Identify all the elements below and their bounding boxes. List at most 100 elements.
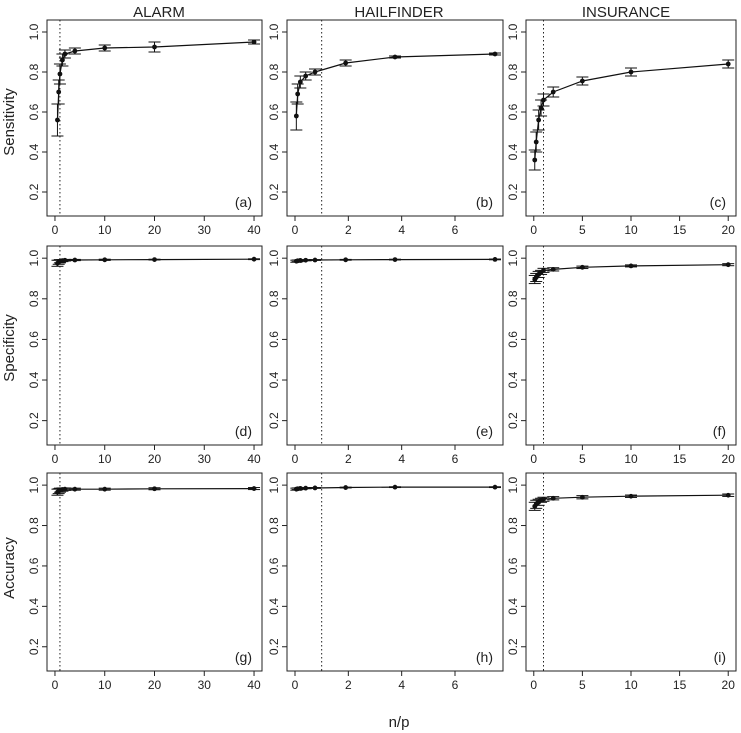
- x-tick-label: 40: [247, 678, 261, 692]
- y-tick-label: 0.2: [27, 638, 41, 655]
- data-point: [492, 257, 498, 262]
- data-point: [541, 496, 546, 502]
- data-point: [579, 264, 585, 270]
- data-point: [297, 79, 303, 85]
- panel-a: 0.2 0.4 0.6 0.8 1.0 0 10 20 30 40 (a): [27, 19, 263, 237]
- data-point: [72, 486, 78, 492]
- data-point: [550, 495, 556, 501]
- data-point: [725, 492, 731, 498]
- y-tick-label: 0.2: [506, 183, 520, 200]
- panel-label: (a): [235, 194, 252, 210]
- data-point: [312, 69, 318, 75]
- y-tick-label: 0.2: [267, 638, 281, 655]
- x-tick-label: 10: [98, 452, 112, 466]
- data-point: [312, 485, 318, 491]
- y-tick-label: 0.2: [267, 183, 281, 200]
- data-point: [152, 486, 157, 492]
- x-axis-label: n/p: [389, 714, 410, 731]
- x-tick-label: 20: [148, 678, 162, 692]
- column-title-insurance: INSURANCE: [582, 4, 670, 21]
- x-tick-label: 10: [98, 678, 112, 692]
- y-tick-label: 1.0: [27, 476, 41, 493]
- data-point: [579, 78, 585, 84]
- y-tick-label: 0.4: [506, 371, 520, 388]
- data-point: [343, 257, 349, 263]
- x-tick-label: 0: [292, 678, 299, 692]
- y-tick-label: 1.0: [506, 23, 520, 40]
- panel-label: (e): [476, 423, 493, 439]
- data-point: [72, 48, 78, 54]
- y-tick-label: 0.8: [267, 63, 281, 80]
- series-line: [534, 63, 729, 161]
- data-point: [251, 256, 257, 262]
- y-tick-label: 0.8: [506, 517, 520, 534]
- row-label-accuracy: Accuracy: [1, 537, 18, 599]
- panel-label: (h): [476, 649, 493, 665]
- x-tick-label: 10: [98, 223, 112, 237]
- data-point: [152, 44, 157, 50]
- y-tick-label: 0.6: [267, 331, 281, 348]
- panel-label: (b): [476, 194, 493, 210]
- x-tick-label: 6: [452, 678, 459, 692]
- panel-e: 0.2 0.4 0.6 0.8 1.0 0 2 4 6 (e): [267, 245, 504, 466]
- y-tick-label: 0.2: [506, 412, 520, 429]
- y-tick-label: 0.4: [27, 598, 41, 615]
- data-point: [102, 486, 108, 492]
- x-tick-label: 20: [722, 223, 736, 237]
- data-point: [251, 486, 257, 491]
- y-tick-label: 0.8: [506, 63, 520, 80]
- data-point: [550, 89, 556, 95]
- row-label-specificity: Specificity: [1, 314, 18, 382]
- data-point: [312, 257, 318, 263]
- x-tick-label: 4: [398, 452, 405, 466]
- panel-d: 0.2 0.4 0.6 0.8 1.0 0 10 20 30 40 (d): [27, 245, 263, 466]
- data-point: [628, 263, 634, 269]
- x-tick-label: 30: [198, 678, 212, 692]
- y-tick-label: 0.6: [506, 331, 520, 348]
- x-tick-label: 4: [398, 678, 405, 692]
- data-point: [536, 117, 542, 123]
- panel-b: 0.2 0.4 0.6 0.8 1.0 0 2 4 6 (b): [267, 19, 504, 237]
- x-tick-label: 0: [530, 452, 537, 466]
- data-point: [541, 97, 546, 103]
- plot-frame: [525, 245, 737, 446]
- y-tick-label: 0.6: [267, 557, 281, 574]
- y-tick-label: 0.4: [506, 143, 520, 160]
- data-point: [392, 257, 398, 263]
- y-tick-label: 1.0: [267, 250, 281, 267]
- data-point: [343, 485, 349, 490]
- data-point: [628, 69, 634, 75]
- x-tick-label: 10: [624, 452, 638, 466]
- x-tick-label: 0: [292, 223, 299, 237]
- data-point: [532, 157, 538, 163]
- plot-frame: [525, 19, 737, 217]
- data-point: [303, 73, 309, 79]
- data-point: [541, 267, 546, 273]
- y-tick-label: 0.8: [506, 290, 520, 307]
- data-point: [343, 60, 349, 66]
- x-tick-label: 5: [579, 223, 586, 237]
- x-tick-label: 0: [530, 678, 537, 692]
- y-tick-label: 0.2: [267, 412, 281, 429]
- plot-frame: [46, 472, 263, 672]
- panel-c: 0.2 0.4 0.6 0.8 1.0 0 5 10 15 20 (c): [506, 19, 737, 237]
- plot-frame: [525, 472, 737, 672]
- panel-label: (f): [713, 423, 726, 439]
- plot-frame: [286, 472, 504, 672]
- y-tick-label: 1.0: [267, 476, 281, 493]
- data-point: [56, 89, 62, 95]
- data-point: [303, 257, 309, 263]
- plot-frame: [286, 19, 504, 217]
- data-point: [251, 39, 257, 45]
- x-tick-label: 0: [52, 223, 59, 237]
- y-tick-label: 0.6: [267, 103, 281, 120]
- data-point: [102, 257, 108, 263]
- x-tick-label: 40: [247, 452, 261, 466]
- x-tick-label: 0: [52, 678, 59, 692]
- y-tick-label: 0.4: [267, 598, 281, 615]
- plot-frame: [46, 245, 263, 446]
- panels: 0.20.40.60.81.00 10 20 30 40(a)0.20.40.60.81…: [27, 19, 737, 692]
- data-point: [538, 105, 544, 111]
- y-tick-label: 0.4: [27, 371, 41, 388]
- x-tick-label: 6: [452, 452, 459, 466]
